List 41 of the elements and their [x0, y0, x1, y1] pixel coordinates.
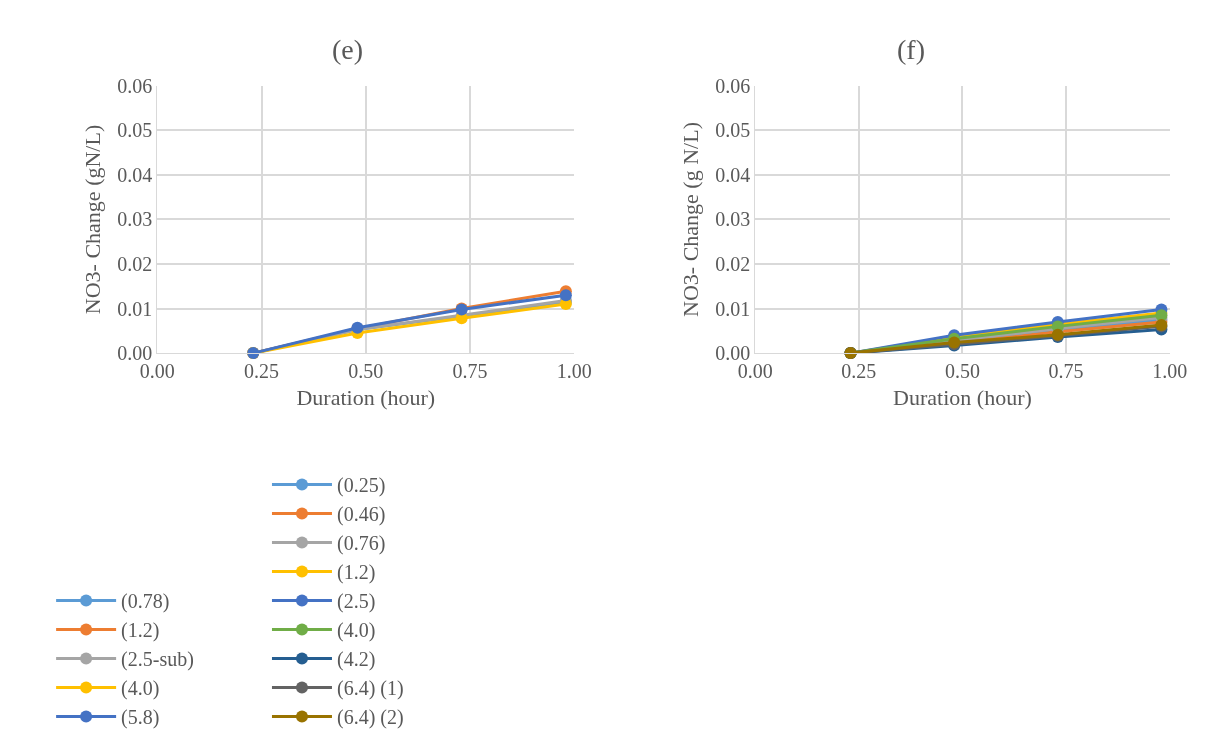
y-tick-label: 0.02: [715, 253, 751, 276]
x-tick-label: 0.25: [841, 360, 877, 383]
legend-label: (6.4) (1): [336, 677, 404, 701]
legend-label: (6.4) (2): [336, 706, 404, 730]
x-tick-label: 1.00: [556, 360, 592, 383]
x-tick-label: 0.25: [244, 360, 280, 383]
x-tick-label: 1.00: [1152, 360, 1188, 383]
x-axis-title: Duration (hour): [893, 385, 1032, 411]
y-tick-label: 0.02: [117, 253, 153, 276]
legend-label: (0.25): [336, 474, 386, 498]
legend-label: (0.78): [121, 590, 170, 614]
legend-label: (4.0): [336, 619, 376, 643]
legend-label: (2.5): [336, 590, 376, 614]
x-tick-label: 0.50: [944, 360, 980, 383]
y-axis-title: NO3- Change (g N/L): [678, 122, 704, 317]
point: [559, 289, 572, 302]
y-tick-label: 0.04: [715, 163, 751, 186]
y-tick-label: 0.03: [715, 208, 751, 231]
y-tick-label: 0.05: [117, 119, 153, 142]
legend-label: (1.2): [336, 561, 376, 585]
y-tick-label: 0.01: [715, 297, 751, 320]
y-tick-label: 0.03: [117, 208, 153, 231]
legend-label: (4.0): [121, 677, 160, 701]
y-tick-label: 0.06: [117, 74, 153, 97]
x-tick-label: 0.50: [348, 360, 384, 383]
legend-label: (1.2): [121, 619, 160, 643]
y-tick-label: 0.01: [117, 297, 153, 320]
y-tick-label: 0.04: [117, 163, 153, 186]
x-tick-label: 0.75: [452, 360, 488, 383]
legend-label: (0.76): [336, 532, 386, 556]
y-tick-label: 0.05: [715, 119, 751, 142]
chart-title: (f): [897, 34, 925, 65]
legend-label: (4.2): [336, 648, 376, 672]
chart-title: (e): [332, 34, 364, 65]
y-tick-label: 0.06: [715, 74, 751, 97]
legend-label: (0.46): [336, 503, 386, 527]
y-axis-title: NO3- Change (gN/L): [80, 124, 106, 315]
legend-label: (5.8): [121, 706, 160, 730]
x-tick-label: 0.75: [1048, 360, 1084, 383]
x-axis-title: Duration (hour): [296, 385, 436, 411]
legend-label: (2.5-sub): [121, 648, 194, 672]
